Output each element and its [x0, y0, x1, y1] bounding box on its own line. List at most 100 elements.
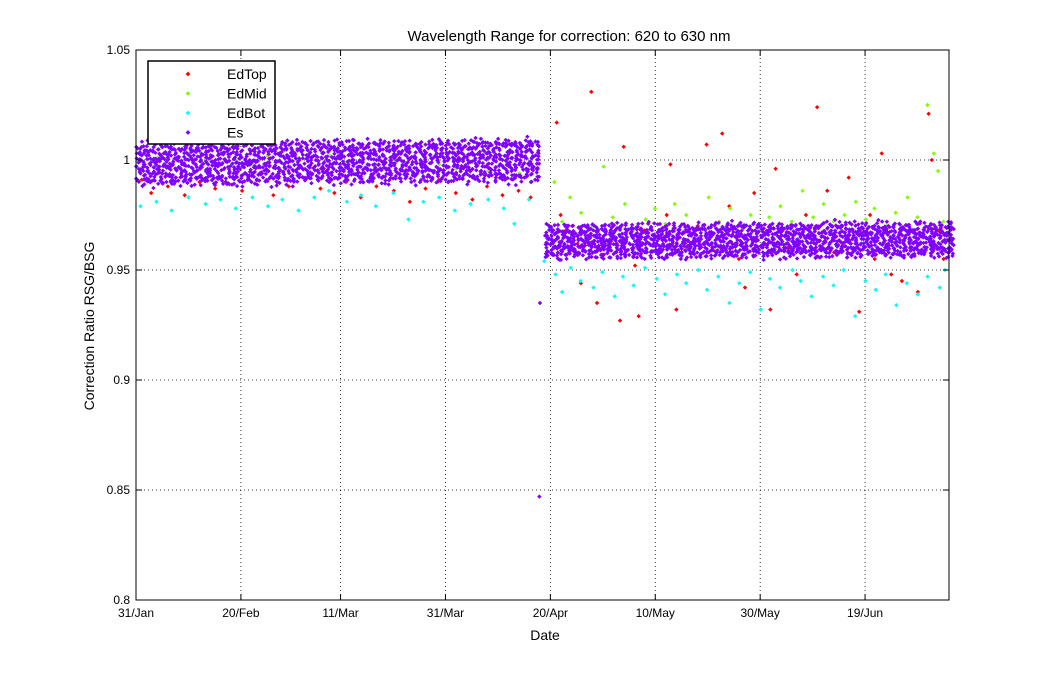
point-es — [475, 151, 480, 157]
point-es — [620, 231, 625, 236]
point-es — [735, 250, 740, 255]
point-es — [494, 141, 499, 147]
point-es — [634, 242, 639, 247]
point-es — [598, 238, 604, 243]
point-edbot — [873, 287, 878, 292]
point-es — [695, 250, 700, 255]
point-es — [870, 246, 875, 252]
point-es — [441, 167, 446, 173]
point-es — [889, 243, 895, 248]
point-es — [327, 180, 332, 185]
point-es — [274, 183, 279, 188]
point-edbot — [737, 281, 742, 286]
point-es — [449, 178, 454, 184]
point-es — [770, 221, 775, 226]
point-es — [486, 149, 491, 155]
point-es — [836, 238, 842, 243]
point-es — [193, 175, 199, 180]
point-es — [716, 220, 721, 226]
chart-title: Wavelength Range for correction: 620 to … — [408, 28, 731, 45]
point-es — [754, 234, 759, 240]
point-es — [335, 149, 340, 155]
point-es — [522, 160, 527, 166]
point-es — [267, 160, 272, 165]
point-es — [605, 242, 611, 248]
point-es — [822, 235, 828, 240]
point-es — [941, 231, 946, 236]
point-es — [670, 250, 675, 256]
point-es — [648, 255, 654, 260]
point-es — [635, 251, 640, 256]
point-es — [546, 236, 552, 241]
point-es — [443, 143, 448, 148]
point-es — [212, 166, 218, 172]
point-es — [887, 224, 892, 230]
point-es — [794, 237, 800, 242]
point-es — [361, 157, 366, 162]
point-es — [928, 242, 933, 248]
point-es — [652, 221, 657, 226]
point-es — [230, 161, 235, 166]
point-es — [937, 235, 942, 241]
point-es — [193, 162, 198, 167]
point-es — [407, 138, 412, 143]
point-es — [784, 230, 789, 235]
point-es — [392, 161, 397, 166]
point-es — [844, 247, 850, 252]
point-es — [943, 225, 948, 230]
point-es — [579, 242, 585, 248]
point-es — [350, 143, 355, 148]
point-es — [786, 248, 791, 253]
point-es — [808, 225, 813, 230]
point-es — [549, 247, 554, 253]
point-es — [351, 147, 356, 153]
point-es — [493, 152, 498, 157]
point-es — [909, 244, 914, 250]
point-es — [361, 146, 367, 151]
point-es — [707, 237, 712, 242]
point-es — [151, 144, 156, 150]
point-edmid — [766, 215, 772, 220]
point-es — [289, 145, 294, 151]
point-es — [251, 165, 257, 170]
point-es — [179, 146, 185, 152]
x-tick-label: 31/Jan — [118, 606, 154, 620]
point-es — [286, 154, 291, 159]
point-es — [733, 243, 738, 249]
point-es — [388, 175, 393, 181]
point-es — [387, 162, 393, 168]
point-es — [817, 243, 823, 249]
point-es — [489, 142, 494, 148]
point-es — [506, 138, 511, 143]
point-es — [708, 225, 714, 230]
point-edbot — [391, 190, 396, 196]
point-es — [519, 149, 524, 155]
point-es — [925, 229, 930, 235]
point-es — [576, 244, 581, 249]
point-es — [179, 174, 185, 179]
point-es — [152, 178, 157, 183]
point-es — [667, 242, 672, 247]
point-edbot — [591, 285, 596, 290]
point-es — [918, 248, 923, 253]
point-es — [855, 250, 860, 255]
point-es — [845, 239, 850, 244]
point-es — [383, 166, 389, 171]
point-es — [351, 152, 357, 158]
point-edtop — [926, 111, 931, 116]
point-es — [751, 221, 756, 227]
point-es — [598, 247, 603, 252]
point-es — [573, 231, 578, 236]
point-es — [330, 165, 335, 170]
point-edbot — [578, 278, 583, 284]
point-es — [424, 179, 430, 184]
point-es — [391, 138, 397, 144]
point-es — [594, 232, 599, 238]
point-es — [428, 152, 433, 157]
point-es — [900, 227, 905, 232]
point-es — [327, 161, 333, 167]
point-es — [160, 171, 165, 176]
point-es — [480, 152, 486, 158]
point-es — [806, 232, 811, 237]
point-es — [529, 156, 534, 161]
